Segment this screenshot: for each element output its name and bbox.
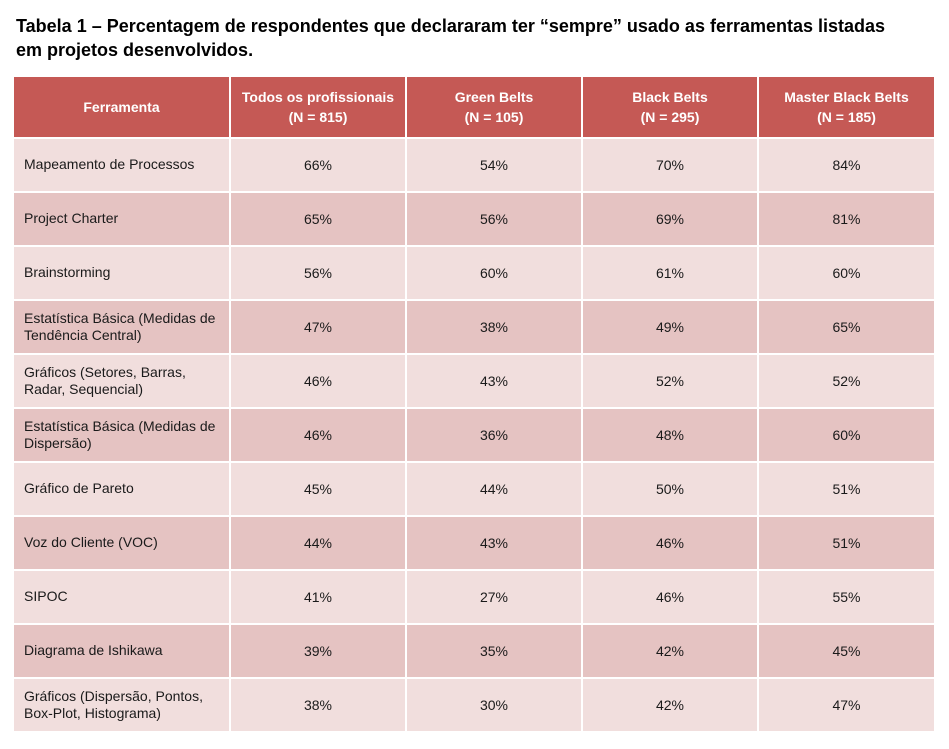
cell-value: 44% [406, 462, 582, 516]
cell-value: 65% [758, 300, 934, 354]
table-row: Voz do Cliente (VOC) 44% 43% 46% 51% [14, 516, 934, 570]
cell-tool: Estatística Básica (Medidas de Dispersão… [14, 408, 230, 462]
cell-value: 51% [758, 516, 934, 570]
cell-value: 41% [230, 570, 406, 624]
cell-value: 66% [230, 138, 406, 192]
cell-value: 56% [230, 246, 406, 300]
cell-tool: Project Charter [14, 192, 230, 246]
col-header-label: Black Belts [632, 89, 707, 105]
cell-value: 43% [406, 516, 582, 570]
cell-value: 54% [406, 138, 582, 192]
cell-value: 60% [758, 408, 934, 462]
cell-value: 43% [406, 354, 582, 408]
table-row: Brainstorming 56% 60% 61% 60% [14, 246, 934, 300]
cell-value: 44% [230, 516, 406, 570]
cell-value: 46% [230, 408, 406, 462]
cell-value: 46% [230, 354, 406, 408]
col-header-sub: (N = 185) [817, 109, 876, 125]
col-header-green: Green Belts (N = 105) [406, 77, 582, 139]
cell-value: 49% [582, 300, 758, 354]
cell-value: 56% [406, 192, 582, 246]
table-header-row: Ferramenta Todos os profissionais (N = 8… [14, 77, 934, 139]
cell-value: 45% [230, 462, 406, 516]
cell-value: 52% [582, 354, 758, 408]
table-row: Gráficos (Setores, Barras, Radar, Sequen… [14, 354, 934, 408]
col-header-sub: (N = 105) [465, 109, 524, 125]
table-row: Mapeamento de Processos 66% 54% 70% 84% [14, 138, 934, 192]
col-header-label: Todos os profissionais [242, 89, 394, 105]
table-row: Diagrama de Ishikawa 39% 35% 42% 45% [14, 624, 934, 678]
cell-tool: Diagrama de Ishikawa [14, 624, 230, 678]
cell-value: 55% [758, 570, 934, 624]
col-header-master: Master Black Belts (N = 185) [758, 77, 934, 139]
cell-tool: Gráficos (Dispersão, Pontos, Box-Plot, H… [14, 678, 230, 732]
cell-value: 42% [582, 678, 758, 732]
cell-tool: Mapeamento de Processos [14, 138, 230, 192]
cell-value: 52% [758, 354, 934, 408]
cell-value: 61% [582, 246, 758, 300]
cell-value: 65% [230, 192, 406, 246]
cell-tool: Brainstorming [14, 246, 230, 300]
cell-value: 46% [582, 570, 758, 624]
cell-value: 42% [582, 624, 758, 678]
cell-value: 81% [758, 192, 934, 246]
cell-value: 50% [582, 462, 758, 516]
col-header-sub: (N = 295) [641, 109, 700, 125]
col-header-label: Ferramenta [83, 99, 159, 115]
cell-value: 27% [406, 570, 582, 624]
cell-value: 70% [582, 138, 758, 192]
col-header-sub: (N = 815) [289, 109, 348, 125]
cell-value: 45% [758, 624, 934, 678]
col-header-todos: Todos os profissionais (N = 815) [230, 77, 406, 139]
cell-value: 48% [582, 408, 758, 462]
cell-value: 39% [230, 624, 406, 678]
table-row: Estatística Básica (Medidas de Tendência… [14, 300, 934, 354]
cell-tool: Gráfico de Pareto [14, 462, 230, 516]
cell-value: 46% [582, 516, 758, 570]
table-row: SIPOC 41% 27% 46% 55% [14, 570, 934, 624]
table-row: Project Charter 65% 56% 69% 81% [14, 192, 934, 246]
cell-tool: Voz do Cliente (VOC) [14, 516, 230, 570]
col-header-label: Green Belts [455, 89, 534, 105]
cell-value: 51% [758, 462, 934, 516]
table-title: Tabela 1 – Percentagem de respondentes q… [16, 14, 916, 63]
cell-value: 47% [230, 300, 406, 354]
cell-tool: SIPOC [14, 570, 230, 624]
cell-value: 38% [406, 300, 582, 354]
cell-value: 69% [582, 192, 758, 246]
table-row: Estatística Básica (Medidas de Dispersão… [14, 408, 934, 462]
cell-value: 30% [406, 678, 582, 732]
cell-tool: Estatística Básica (Medidas de Tendência… [14, 300, 230, 354]
tools-table: Ferramenta Todos os profissionais (N = 8… [14, 77, 934, 734]
cell-value: 84% [758, 138, 934, 192]
cell-value: 60% [758, 246, 934, 300]
cell-value: 35% [406, 624, 582, 678]
cell-value: 38% [230, 678, 406, 732]
col-header-label: Master Black Belts [784, 89, 909, 105]
col-header-ferramenta: Ferramenta [14, 77, 230, 139]
cell-value: 60% [406, 246, 582, 300]
cell-value: 36% [406, 408, 582, 462]
cell-tool: Gráficos (Setores, Barras, Radar, Sequen… [14, 354, 230, 408]
table-body: Mapeamento de Processos 66% 54% 70% 84% … [14, 138, 934, 732]
table-row: Gráficos (Dispersão, Pontos, Box-Plot, H… [14, 678, 934, 732]
table-row: Gráfico de Pareto 45% 44% 50% 51% [14, 462, 934, 516]
col-header-black: Black Belts (N = 295) [582, 77, 758, 139]
cell-value: 47% [758, 678, 934, 732]
